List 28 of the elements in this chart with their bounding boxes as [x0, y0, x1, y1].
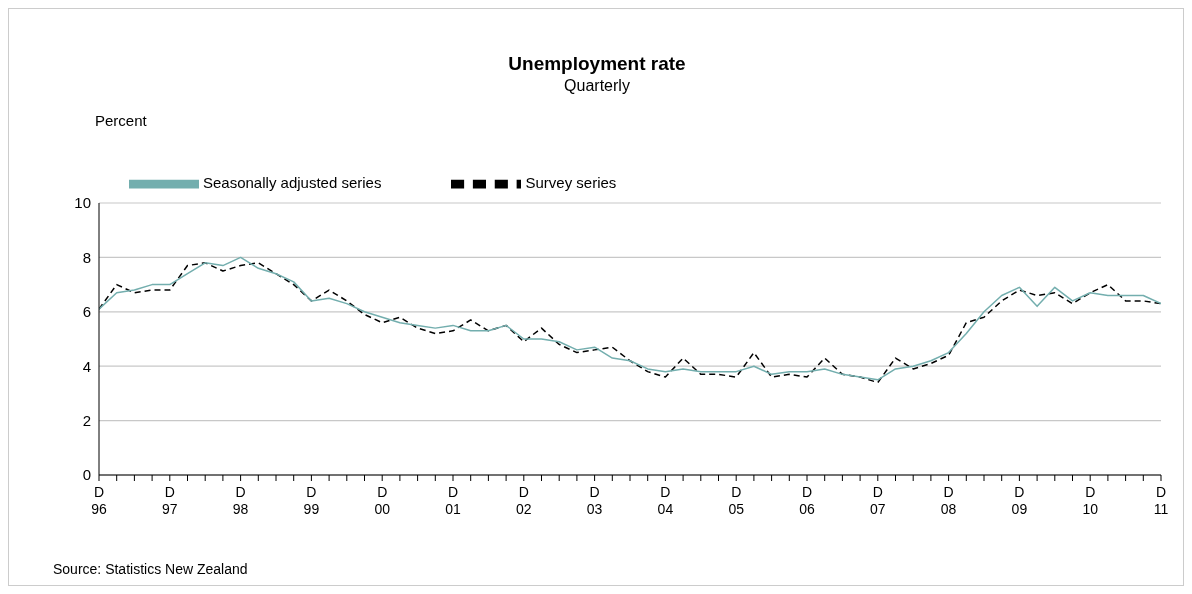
x-tick-label: D 99	[303, 484, 320, 517]
y-tick-label: 8	[82, 248, 91, 266]
x-tick-label: D 06	[799, 484, 815, 517]
y-tick-label: 0	[82, 466, 91, 484]
y-tick-label: 2	[82, 411, 91, 429]
chart-subtitle: Quarterly	[563, 77, 631, 95]
x-tick-label: D 11	[1153, 484, 1169, 517]
x-tick-label: D 00	[374, 484, 391, 517]
x-tick-label: D 07	[870, 484, 886, 517]
y-axis-title: Percent	[95, 112, 147, 129]
x-tick-label: D 01	[445, 484, 461, 517]
x-tick-label: D 98	[232, 484, 249, 517]
x-tick-label: D 08	[940, 484, 957, 517]
x-tick-label: D 10	[1082, 484, 1099, 517]
y-tick-label: 10	[74, 194, 91, 212]
y-tick-label: 4	[82, 357, 91, 375]
source-note: Source: Statistics New Zealand	[53, 561, 248, 577]
x-tick-label: D 04	[657, 484, 674, 517]
x-tick-label: D 03	[586, 484, 603, 517]
legend-label: Seasonally adjusted series	[203, 173, 382, 191]
chart-title: Unemployment rate	[507, 53, 687, 75]
x-tick-label: D 97	[162, 484, 178, 517]
x-tick-label: D 09	[1011, 484, 1028, 517]
x-tick-label: D 02	[516, 484, 532, 517]
x-tick-label: D 96	[91, 484, 107, 517]
legend-label: Survey series	[525, 173, 617, 191]
x-tick-label: D 05	[728, 484, 745, 517]
y-tick-label: 6	[82, 303, 91, 321]
